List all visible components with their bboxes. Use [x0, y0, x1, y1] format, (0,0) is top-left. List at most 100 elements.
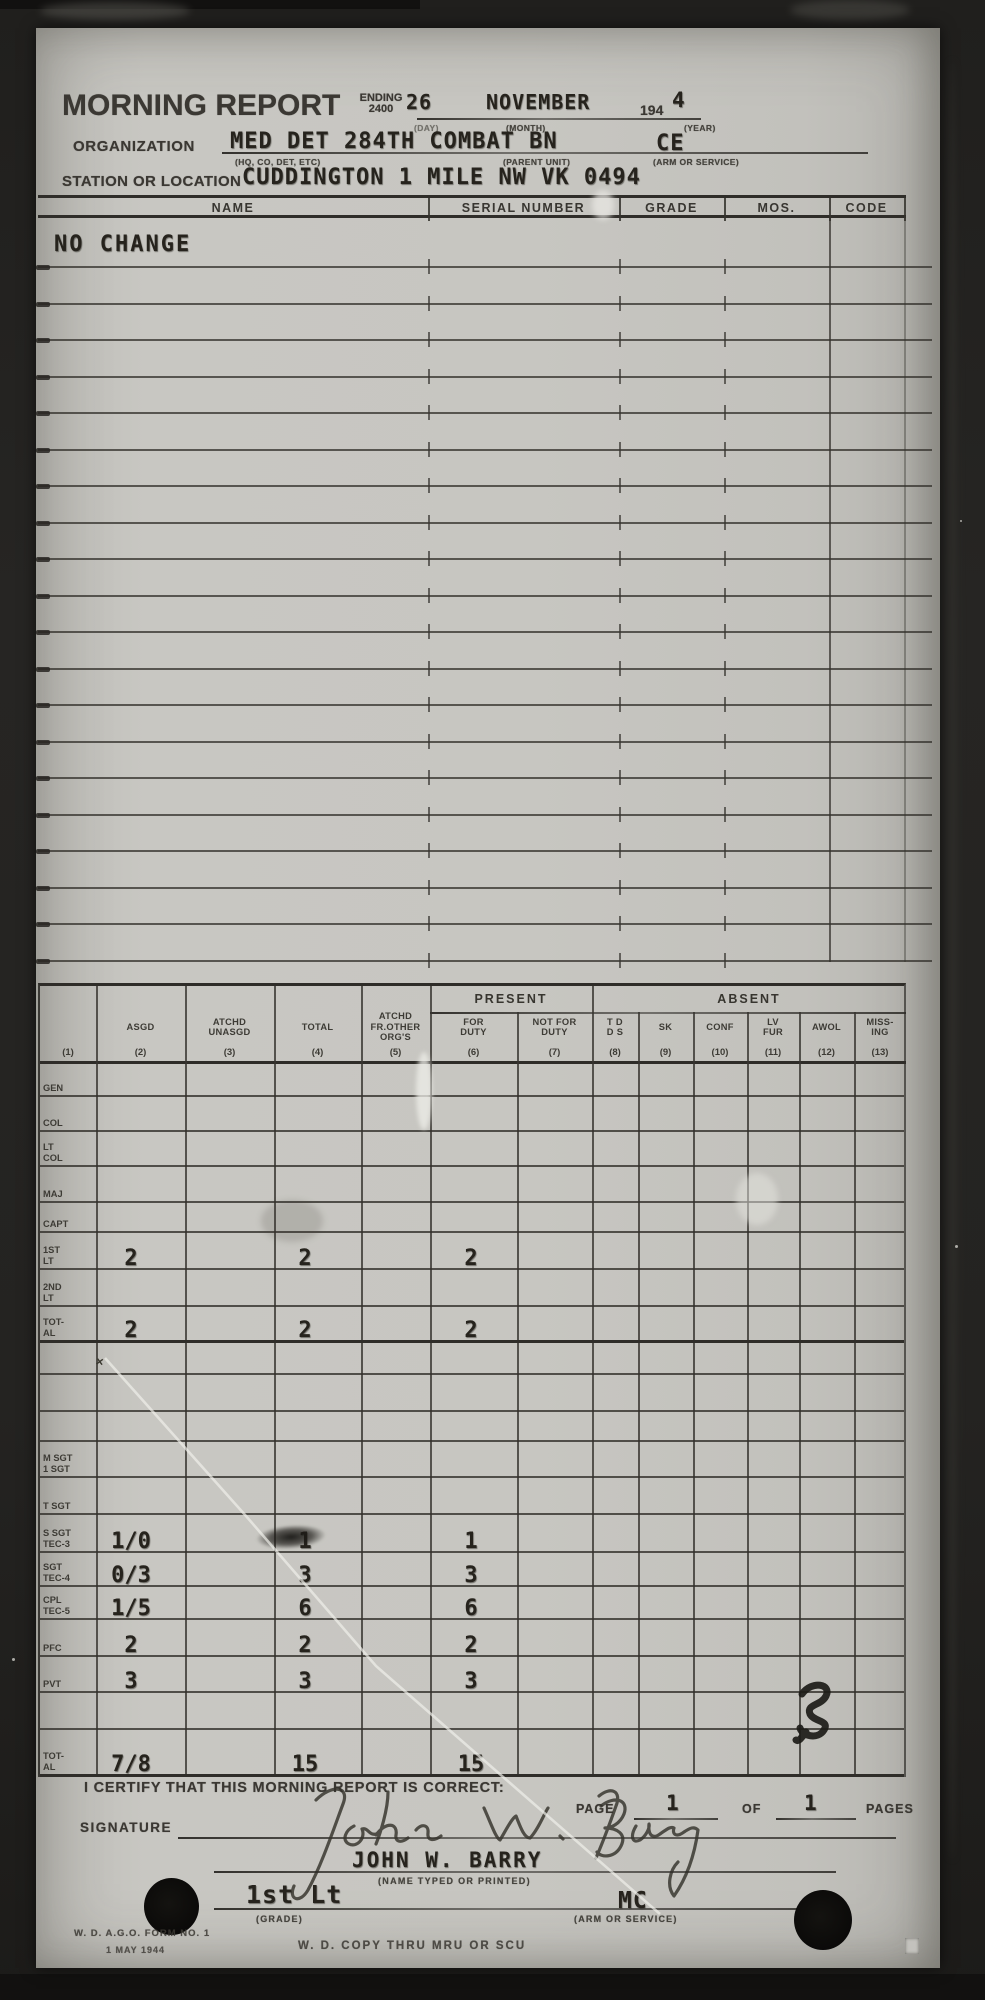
summary-row: LT COL — [40, 1132, 904, 1167]
footer-form-number: W. D. A.G.O. FORM NO. 1 — [74, 1928, 211, 1939]
roster-header-divider — [829, 198, 831, 221]
summary-total-value: 15 — [291, 1752, 319, 1777]
form-title: MORNING REPORT — [62, 89, 341, 122]
summary-col-number: (13) — [871, 1047, 889, 1058]
paper-stain — [592, 190, 614, 220]
roster-row: NO CHANGE — [36, 218, 932, 274]
summary-row: PFC 2 2 2 — [40, 1620, 904, 1658]
org-sublabel-parent: (PARENT UNIT) — [503, 157, 571, 167]
summary-column-line — [693, 1012, 695, 1777]
grade-sublabel: (GRADE) — [256, 1914, 303, 1924]
name-typed-sublabel: (NAME TYPED OR PRINTED) — [378, 1876, 531, 1886]
paper-stain — [736, 1173, 778, 1225]
summary-asgd-value: 1/0 — [111, 1529, 151, 1554]
roster-header-divider — [724, 198, 726, 221]
roster-col-header: CODE — [845, 201, 888, 215]
summary-row-label: MAJ — [43, 1188, 63, 1199]
roster-row-tick — [724, 733, 726, 749]
summary-row — [40, 1412, 904, 1442]
roster-row-tick — [619, 441, 621, 457]
roster-entry: NO CHANGE — [54, 232, 192, 257]
summary-row-label: CAPT — [43, 1218, 69, 1229]
roster-row — [36, 852, 932, 895]
ink-scribble — [792, 1681, 831, 1744]
grade-value: 1st Lt — [246, 1880, 343, 1909]
scan-edge-bottom — [0, 1974, 985, 2000]
roster-row-tick — [724, 806, 726, 822]
roster-row-tick — [619, 879, 621, 895]
summary-row: TOT- AL 2 2 2 — [40, 1307, 904, 1343]
summary-col-number: (2) — [134, 1047, 147, 1058]
roster-row-tick — [428, 843, 430, 858]
roster-row — [36, 414, 932, 457]
summary-asgd-value: 3 — [124, 1669, 138, 1694]
summary-for-duty-value: 6 — [464, 1596, 478, 1621]
roster-row-tick — [619, 916, 621, 931]
summary-total-value: 2 — [298, 1318, 312, 1343]
roster-table: NAME SERIAL NUMBER GRADE MOS. CODE NO CHANGE — [36, 195, 932, 968]
summary-asgd-value: 2 — [124, 1318, 138, 1343]
summary-row: MAJ — [40, 1167, 904, 1203]
strength-summary-table: PRESENT ABSENT (1) ASGD (2) ATCHD UNASGD (3) TO… — [38, 983, 906, 1777]
roster-row-tick — [428, 405, 430, 420]
summary-col-number: (4) — [311, 1047, 324, 1058]
roster-row-tick — [619, 624, 621, 639]
roster-row — [36, 378, 932, 420]
summary-header-underline — [40, 1061, 906, 1064]
roster-row-tick — [428, 879, 430, 895]
summary-col-number: (8) — [609, 1047, 621, 1058]
summary-col-number: (11) — [764, 1047, 782, 1058]
summary-row-label: M SGT 1 SGT — [43, 1453, 73, 1474]
summary-for-duty-value: 15 — [457, 1752, 485, 1777]
scan-blotch — [790, 0, 910, 20]
roster-row-tick — [428, 624, 430, 639]
summary-col-label: ASGD — [126, 1021, 155, 1032]
summary-col-label: FOR DUTY — [460, 1016, 487, 1038]
roster-row-tick — [619, 259, 621, 274]
roster-header-divider — [904, 198, 906, 221]
roster-row-tick — [724, 952, 726, 968]
organization-arm-value: CE — [656, 131, 685, 156]
summary-asgd-value: 1/5 — [111, 1596, 151, 1621]
scan-blotch — [40, 2, 190, 20]
roster-row-tick — [619, 587, 621, 603]
summary-asgd-value: 0/3 — [111, 1563, 151, 1588]
summary-row-label: S SGT TEC-3 — [43, 1528, 71, 1549]
summary-group-header: PRESENT — [474, 992, 548, 1006]
summary-for-duty-value: 2 — [464, 1633, 478, 1658]
org-sublabel-unit: (HQ, CO, DET, ETC) — [235, 157, 321, 167]
roster-body: NO CHANGE — [36, 218, 932, 968]
summary-col-label: TOTAL — [301, 1021, 334, 1032]
scan-speck — [955, 1245, 958, 1248]
summary-row: × — [40, 1343, 904, 1375]
roster-row-tick — [619, 806, 621, 822]
roster-row-tick — [619, 660, 621, 676]
roster-row-tick — [428, 587, 430, 603]
roster-row-tick — [619, 332, 621, 347]
roster-row-tick — [428, 770, 430, 785]
roster-row — [36, 597, 932, 639]
roster-col-header: MOS. — [757, 201, 796, 215]
of-label: OF — [742, 1802, 762, 1816]
roster-row — [36, 743, 932, 785]
ending-2400-label: ENDING 2400 — [359, 92, 403, 115]
summary-row: COL — [40, 1097, 904, 1132]
roster-row-tick — [619, 295, 621, 311]
summary-row: 1ST LT 2 2 2 — [40, 1233, 904, 1271]
roster-row — [36, 706, 932, 749]
roster-row — [36, 925, 932, 968]
summary-asgd-value: 7/8 — [111, 1752, 151, 1777]
summary-column-line — [799, 1012, 801, 1777]
summary-col-label: SK — [658, 1021, 673, 1032]
roster-row-tick — [428, 551, 430, 566]
summary-col-label: ATCHD UNASGD — [208, 1016, 251, 1038]
summary-group-header: ABSENT — [717, 992, 781, 1006]
roster-row-tick — [724, 916, 726, 931]
paper-scratch-smudge — [416, 1052, 432, 1130]
total-pages-rule — [776, 1818, 856, 1820]
summary-row-label: GEN — [43, 1082, 64, 1093]
summary-row: TOT- AL 7/8 15 15 — [40, 1730, 904, 1777]
roster-row-tick — [724, 368, 726, 384]
summary-row — [40, 1681, 904, 1744]
form-paper: MORNING REPORT ENDING 2400 26 NOVEMBER 19… — [36, 28, 940, 1968]
